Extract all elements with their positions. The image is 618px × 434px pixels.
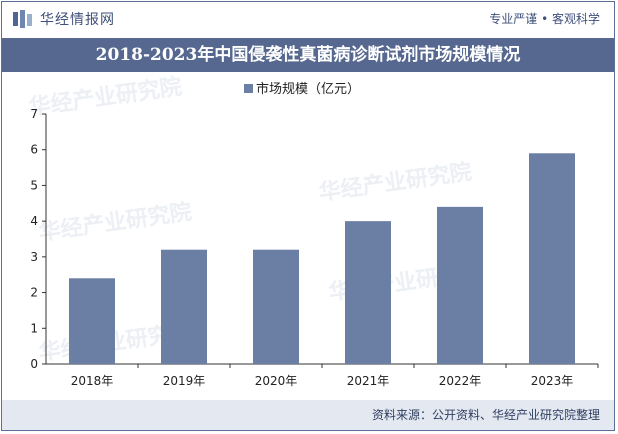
bar [161, 249, 207, 364]
x-tick-label: 2019年 [163, 374, 206, 388]
x-tick-label: 2022年 [439, 374, 482, 388]
y-tick-label: 7 [30, 107, 38, 121]
y-tick-label: 3 [30, 250, 38, 264]
y-tick-label: 1 [30, 321, 38, 335]
watermark-text: 华经产业研究院 [317, 159, 473, 206]
brand: 华经情报网 [12, 6, 115, 32]
x-tick-label: 2023年 [531, 374, 574, 388]
bar [437, 206, 483, 364]
y-tick-label: 6 [30, 143, 38, 157]
x-tick-label: 2021年 [347, 374, 390, 388]
y-tick-label: 0 [30, 357, 38, 371]
bar [345, 221, 391, 364]
bar [253, 249, 299, 364]
watermark-text: 华经产业研究院 [27, 74, 183, 121]
brand-tagline: 专业严谨 • 客观科学 [489, 12, 600, 26]
bars [69, 153, 575, 364]
y-tick-label: 2 [30, 286, 38, 300]
bar [529, 153, 575, 364]
watermark-text: 华经产业研究院 [37, 199, 193, 246]
legend-label: 市场规模（亿元） [256, 81, 360, 97]
axes: 0 1 2 3 4 5 6 7 2018年 2019年 2020年 2021年 2022年 2023年 [30, 107, 599, 388]
chart-title: 2018-2023年中国侵袭性真菌病诊断试剂市场规模情况 [2, 38, 614, 72]
x-tick-label: 2018年 [71, 374, 114, 388]
legend-swatch [244, 84, 253, 93]
y-tick-label: 5 [30, 178, 38, 192]
bar [69, 278, 115, 364]
y-tick-label: 4 [30, 214, 38, 228]
logo-icon [13, 10, 32, 28]
x-tick-label: 2020年 [255, 374, 298, 388]
brand-name: 华经情报网 [40, 12, 115, 28]
footer-bar: 资料来源：公开资料、华经产业研究院整理 [2, 400, 614, 430]
legend: 市场规模（亿元） [244, 81, 360, 97]
source-note: 资料来源：公开资料、华经产业研究院整理 [371, 408, 600, 422]
